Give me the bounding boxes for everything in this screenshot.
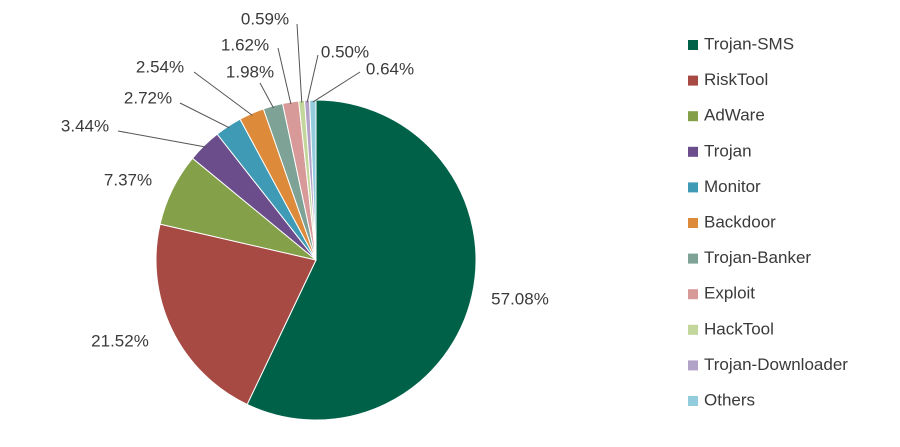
data-label: 0.64%: [366, 59, 414, 78]
legend-label: Trojan-Downloader: [704, 355, 848, 374]
legend-swatch: [688, 360, 698, 371]
data-label: 1.62%: [221, 35, 269, 54]
data-label: 2.72%: [124, 88, 172, 107]
data-label: 0.59%: [241, 9, 289, 28]
data-label: 57.08%: [491, 289, 549, 308]
legend-label: Backdoor: [704, 212, 776, 231]
data-label: 7.37%: [104, 170, 152, 189]
legend-swatch: [688, 218, 698, 228]
data-label: 1.98%: [226, 62, 274, 81]
legend-swatch: [688, 111, 698, 122]
legend-label: RiskTool: [704, 70, 768, 89]
leader-line: [193, 71, 253, 116]
leader-line: [312, 71, 361, 103]
leader-line: [117, 130, 206, 148]
legend-swatch: [688, 75, 698, 86]
legend-label: HackTool: [704, 319, 774, 338]
legend-swatch: [688, 396, 698, 406]
data-label: 21.52%: [91, 331, 149, 350]
legend-swatch: [688, 40, 698, 50]
leader-line: [259, 82, 274, 109]
legend-swatch: [688, 182, 698, 193]
data-label: 0.50%: [321, 42, 369, 61]
legend-swatch: [688, 324, 698, 335]
pie-slice: [155, 223, 317, 406]
leader-line: [179, 102, 230, 129]
legend-label: Trojan-SMS: [704, 34, 794, 53]
leader-line: [277, 47, 292, 105]
leader-line: [306, 54, 319, 103]
pie-slice: [246, 99, 477, 421]
legend-label: AdWare: [704, 106, 765, 125]
legend-label: Others: [704, 390, 755, 409]
legend-label: Trojan: [704, 141, 752, 160]
legend-swatch: [688, 289, 698, 300]
legend-label: Trojan-Banker: [704, 248, 811, 267]
legend-swatch: [688, 253, 698, 264]
legend-swatch: [688, 146, 698, 157]
data-label: 2.54%: [136, 57, 184, 76]
legend-label: Exploit: [704, 284, 755, 303]
legend-label: Monitor: [704, 177, 761, 196]
leader-line: [296, 23, 303, 103]
data-label: 3.44%: [61, 116, 109, 135]
